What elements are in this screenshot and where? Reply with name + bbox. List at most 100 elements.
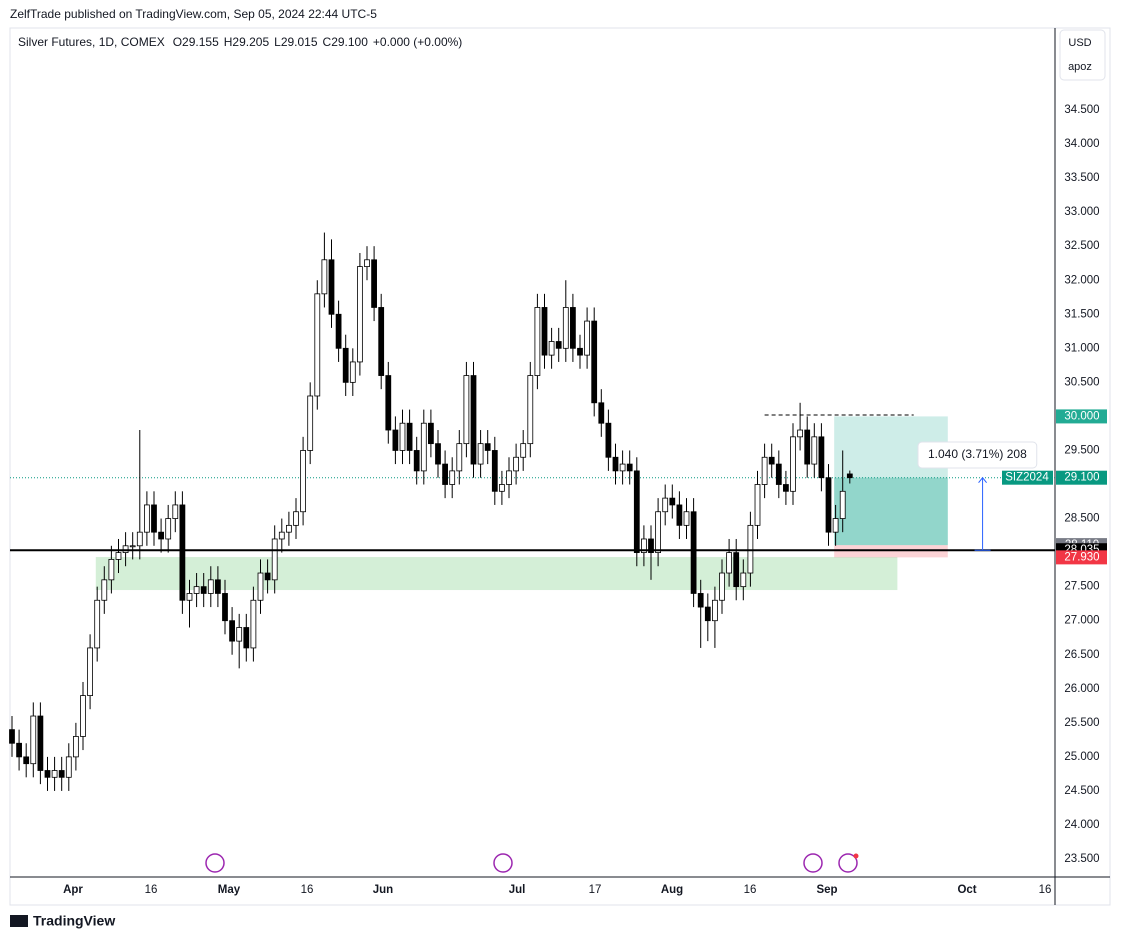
- y-tick-label: 30.500: [1064, 376, 1099, 388]
- candle-body: [712, 599, 718, 622]
- candle-body: [818, 436, 825, 479]
- candle-body: [619, 463, 626, 472]
- legend-key: L: [274, 35, 281, 49]
- candle-body: [768, 456, 775, 465]
- legend-value: 29.015: [281, 35, 318, 49]
- position-stop: [834, 545, 948, 558]
- candle-body: [513, 456, 519, 472]
- candle-body: [378, 307, 385, 376]
- y-tick-label: 24.000: [1064, 819, 1099, 831]
- candle-body: [811, 436, 818, 465]
- x-tick-label: 16: [744, 884, 757, 896]
- event-icon[interactable]: [803, 853, 823, 873]
- y-tick-label: 32.000: [1064, 274, 1099, 286]
- candle-body: [37, 715, 44, 771]
- legend-value: 29.100: [331, 35, 368, 49]
- measure-arrowhead: [978, 476, 987, 484]
- legend-key: H: [224, 35, 233, 49]
- event-icon[interactable]: [493, 853, 513, 873]
- candle-body: [839, 490, 846, 519]
- candle-body: [65, 756, 72, 778]
- candle-body: [44, 770, 51, 778]
- x-tick-label: May: [218, 884, 241, 896]
- y-tick-label: 31.500: [1064, 308, 1099, 320]
- event-icon[interactable]: [838, 853, 858, 873]
- y-tick-label: 26.000: [1064, 683, 1099, 695]
- candle-body: [215, 579, 221, 594]
- event-icon[interactable]: [205, 853, 225, 873]
- candle-body: [648, 538, 654, 553]
- candle-body: [690, 511, 697, 594]
- measure-label: 1.040 (3.71%) 208: [928, 447, 1027, 461]
- candle-body: [733, 552, 740, 588]
- candle-body: [101, 579, 108, 601]
- x-tick-label: 16: [1039, 884, 1052, 896]
- candle-body: [335, 313, 342, 349]
- candle-body: [87, 647, 93, 696]
- candle-body: [669, 497, 676, 506]
- candle-body: [605, 422, 612, 458]
- symbol-tag: [1002, 470, 1053, 485]
- symbol-tag-label: SIZ2024: [1005, 472, 1049, 484]
- candle-body: [449, 470, 456, 485]
- candle-body: [144, 504, 150, 533]
- candle-body: [278, 531, 285, 540]
- candle-body: [186, 593, 193, 601]
- candle-body: [676, 504, 683, 526]
- plot: 1.040 (3.71%) 208: [9, 232, 1055, 791]
- candle-body: [548, 341, 555, 356]
- candle-body: [23, 756, 30, 765]
- x-tick-label: 16: [145, 884, 158, 896]
- legend-key: C: [323, 35, 332, 49]
- candle-body: [328, 259, 335, 315]
- candle-body: [257, 572, 264, 601]
- y-tick-label: 34.500: [1064, 104, 1099, 116]
- candle-body: [399, 422, 406, 451]
- candle-body: [541, 307, 548, 356]
- candle-body: [577, 347, 583, 356]
- candle-body: [584, 320, 590, 356]
- candle-body: [499, 484, 505, 492]
- candle-body: [122, 545, 129, 553]
- candle-body: [456, 443, 463, 472]
- candle-body: [506, 470, 512, 485]
- footer-logo: TradingView: [10, 913, 115, 929]
- legend-value: 29.155: [182, 35, 219, 49]
- y-tick-label: 33.500: [1064, 172, 1099, 184]
- candle-body: [626, 463, 633, 472]
- x-tick-label: Oct: [957, 884, 976, 896]
- y-tick-label: 32.500: [1064, 240, 1099, 252]
- candle-body: [825, 477, 832, 533]
- candle-body: [51, 770, 58, 778]
- candle-body: [484, 443, 491, 451]
- y-tick-label: 31.000: [1064, 342, 1099, 354]
- candle-body: [790, 436, 796, 492]
- candle-body: [236, 627, 243, 642]
- price-tag-label: 30.000: [1064, 410, 1099, 422]
- candle-body: [470, 375, 477, 465]
- x-tick-label: Sep: [816, 884, 837, 896]
- candle-body: [520, 443, 527, 458]
- candle-body: [151, 504, 157, 533]
- candle-body: [364, 259, 370, 268]
- position-open-profit: [834, 477, 948, 546]
- candle-body: [797, 429, 803, 438]
- symbol-legend: Silver Futures, 1D, COMEX: [18, 35, 165, 49]
- candle-body: [428, 422, 434, 445]
- candle-body: [783, 484, 789, 492]
- candle-body: [527, 375, 534, 445]
- candle-body: [761, 456, 768, 485]
- legend-change: +0.000 (+0.00%): [373, 35, 462, 49]
- candle-body: [683, 511, 690, 526]
- y-tick-label: 28.500: [1064, 513, 1099, 525]
- candle-body: [207, 579, 214, 594]
- candle-body: [570, 307, 576, 349]
- candle-body: [719, 572, 725, 601]
- candle-body: [704, 606, 711, 622]
- candle-body: [271, 538, 278, 581]
- candle-body: [349, 361, 356, 383]
- candle-body: [172, 504, 179, 519]
- candle-body: [264, 572, 271, 581]
- candle-body: [193, 586, 200, 594]
